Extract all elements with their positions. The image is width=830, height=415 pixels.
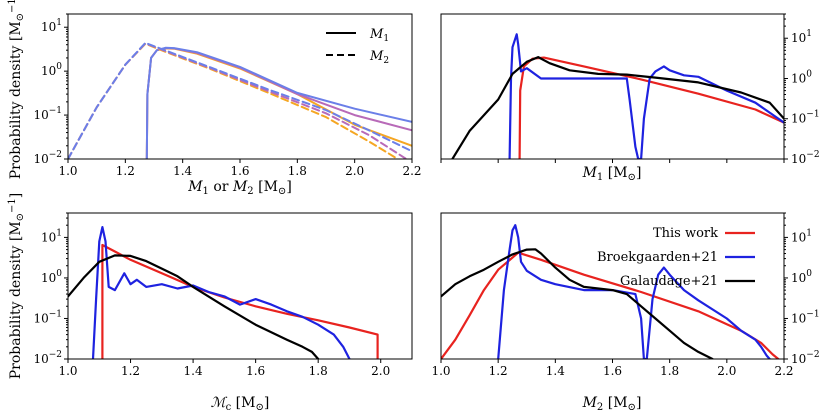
panel-d-series — [441, 224, 780, 359]
y-tick-label: 10−2 — [33, 350, 62, 366]
panel-b-xlabel: M1 [M⊙] — [582, 165, 642, 183]
panel-b-frame — [440, 13, 785, 160]
panel-c-ticks: 1.0 1.2 1.4 1.6 1.8 2.0 10−2 10−1 100 101 — [33, 212, 390, 378]
legend-m2-label: M2 — [369, 49, 389, 66]
panel-b-series — [451, 33, 784, 159]
series-a-m2-purple — [68, 42, 408, 159]
x-tick-label: 1.4 — [173, 164, 192, 178]
legend-this-work-label: This work — [653, 226, 718, 241]
panel-a-legend: M1 M2 — [326, 27, 389, 66]
y-tick-label: 10−2 — [791, 350, 820, 366]
panel-chirp-mass: 1.0 1.2 1.4 1.6 1.8 2.0 10−2 10−1 100 101 ℳc [M⊙]… — [7, 193, 413, 413]
panel-mass-distribution: 1.0 1.2 1.4 1.6 1.8 2.0 2.2 10−2 10−1 100 101 M1 o… — [7, 0, 422, 197]
x-tick-label: 1.8 — [288, 164, 307, 178]
legend-broekgaarden-label: Broekgaarden+21 — [597, 250, 718, 265]
x-tick-label: 1.6 — [230, 164, 249, 178]
panel-m1-comparison: 10−2 10−1 100 101 M1 [M⊙] — [440, 13, 820, 183]
panel-m2-comparison: 1.0 1.2 1.4 1.6 1.8 2.0 2.210−2 10−1 100 101 M2 [… — [431, 212, 820, 413]
series-a-m1-blue — [145, 46, 412, 159]
x-tick-label: 1.4 — [546, 364, 565, 378]
series-d-this-work — [441, 251, 780, 359]
y-tick-label: 101 — [41, 228, 62, 244]
x-tick-label: 1.4 — [184, 364, 203, 378]
x-tick-label: 2.0 — [717, 364, 736, 378]
y-tick-label: 10−1 — [33, 309, 62, 325]
series-c-broekgaarden-21 — [91, 226, 351, 359]
series-d-galaudage-21 — [441, 248, 714, 359]
series-b-galaudage-21 — [451, 56, 784, 159]
x-tick-label: 1.6 — [246, 364, 265, 378]
x-tick-label: 1.0 — [58, 364, 77, 378]
x-tick-label: 1.2 — [121, 364, 140, 378]
x-tick-label: 1.8 — [660, 364, 679, 378]
y-tick-label: 101 — [791, 29, 812, 45]
panel-d-xlabel: M2 [M⊙] — [582, 395, 642, 413]
x-tick-label: 1.8 — [309, 364, 328, 378]
y-tick-label: 100 — [41, 62, 62, 78]
x-tick-label: 2.2 — [774, 364, 793, 378]
series-b-this-work — [518, 56, 784, 159]
y-tick-label: 100 — [41, 269, 62, 285]
y-tick-label: 10−1 — [791, 309, 820, 325]
x-tick-label: 2.2 — [402, 164, 421, 178]
series-c-galaudage-21 — [68, 254, 320, 359]
panel-c-frame — [67, 212, 413, 360]
panel-c-series — [68, 226, 379, 359]
x-tick-label: 1.2 — [116, 164, 135, 178]
y-tick-label: 10−2 — [791, 150, 820, 166]
panel-c-ylabel: Probability density [M⊙−1] — [7, 193, 26, 380]
series-d-broekgaarden-21 — [497, 224, 771, 359]
y-tick-label: 10−2 — [33, 150, 62, 166]
x-tick-label: 1.0 — [431, 364, 450, 378]
y-tick-label: 100 — [791, 269, 812, 285]
panel-d-legend: This work Broekgaarden+21 Galaudage+21 — [597, 226, 755, 289]
panel-a-ylabel: Probability density [M⊙−1] — [7, 0, 26, 179]
y-tick-label: 10−1 — [791, 110, 820, 126]
x-tick-label: 2.0 — [371, 364, 390, 378]
x-tick-label: 1.6 — [603, 364, 622, 378]
series-c-this-work — [101, 243, 379, 359]
legend-m1-label: M1 — [369, 27, 389, 44]
y-tick-label: 10−1 — [33, 106, 62, 122]
panel-c-xlabel: ℳc [M⊙] — [211, 395, 270, 413]
x-tick-label: 2.0 — [345, 164, 364, 178]
series-b-broekgaarden-21 — [508, 33, 784, 159]
x-tick-label: 1.2 — [489, 364, 508, 378]
panel-a-series — [68, 41, 412, 159]
series-a-m2-orange — [68, 42, 399, 159]
y-tick-label: 101 — [791, 228, 812, 244]
panel-a-ticks: 1.0 1.2 1.4 1.6 1.8 2.0 2.2 10−2 10−1 100 101 — [33, 13, 422, 178]
panel-a-xlabel: M1 or M2 [M⊙] — [187, 179, 292, 197]
y-tick-label: 101 — [41, 18, 62, 34]
legend-galaudage-label: Galaudage+21 — [620, 274, 718, 289]
x-tick-label: 1.0 — [58, 164, 77, 178]
panel-d-frame — [440, 212, 785, 360]
panel-d-ticks: 1.0 1.2 1.4 1.6 1.8 2.0 2.210−2 10−1 100 101 — [431, 212, 820, 378]
series-a-m2-blue — [68, 41, 412, 159]
y-tick-label: 100 — [791, 69, 812, 85]
panel-b-ticks: 10−2 10−1 100 101 — [440, 13, 820, 166]
